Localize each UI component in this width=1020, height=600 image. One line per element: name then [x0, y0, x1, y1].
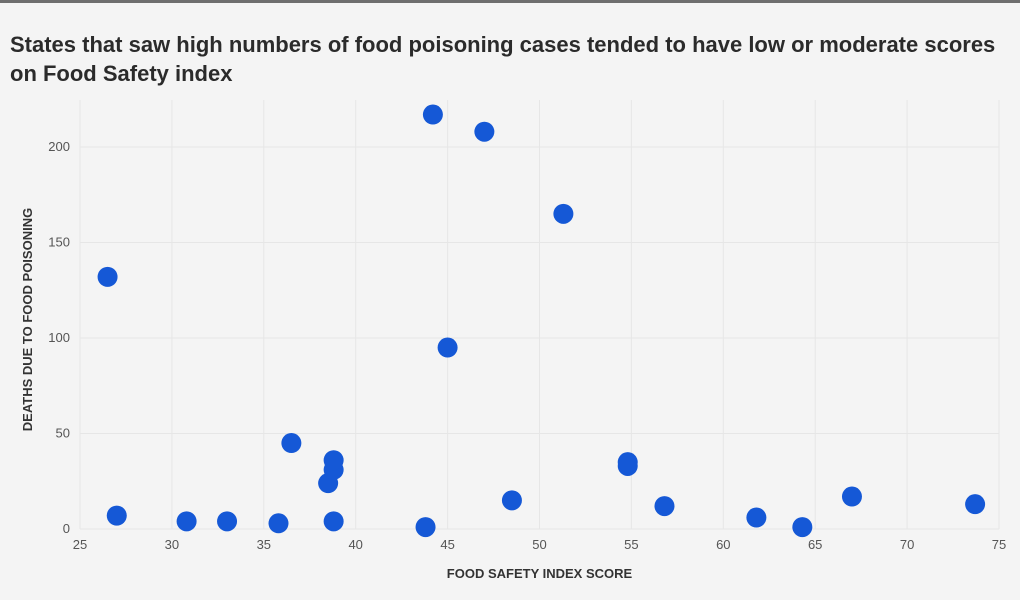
x-tick-label: 55 — [624, 537, 638, 552]
tick-labels: 25 30 35 40 45 50 55 60 65 70 75 0 50 100 150 200 — [48, 139, 1006, 552]
x-tick-label: 35 — [257, 537, 271, 552]
data-point — [553, 203, 574, 224]
x-tick-label: 50 — [532, 537, 546, 552]
y-axis-title: DEATHS DUE TO FOOD POISONING — [20, 208, 35, 431]
x-tick-label: 45 — [440, 537, 454, 552]
data-point — [841, 486, 862, 507]
data-point — [654, 496, 675, 517]
data-point — [617, 452, 638, 473]
data-point — [106, 505, 127, 526]
data-point — [268, 513, 289, 534]
y-tick-label: 150 — [48, 235, 70, 250]
data-point — [422, 104, 443, 125]
y-tick-label: 50 — [56, 426, 70, 441]
y-tick-label: 100 — [48, 330, 70, 345]
data-point — [176, 511, 197, 532]
data-point — [501, 490, 522, 511]
x-tick-label: 40 — [348, 537, 362, 552]
data-point — [415, 517, 436, 538]
data-point — [323, 511, 344, 532]
data-point — [217, 511, 238, 532]
data-point — [474, 121, 495, 142]
x-tick-label: 70 — [900, 537, 914, 552]
x-tick-label: 60 — [716, 537, 730, 552]
data-point — [97, 266, 118, 287]
data-points — [97, 104, 986, 538]
data-point — [437, 337, 458, 358]
x-tick-label: 75 — [992, 537, 1006, 552]
x-tick-label: 65 — [808, 537, 822, 552]
grid — [79, 100, 1000, 530]
data-point — [746, 507, 767, 528]
top-rule — [0, 0, 1020, 3]
x-tick-label: 30 — [165, 537, 179, 552]
data-point — [323, 450, 344, 471]
data-point — [965, 494, 986, 515]
chart-title: States that saw high numbers of food poi… — [10, 32, 996, 86]
data-point — [792, 517, 813, 538]
data-point — [281, 433, 302, 454]
x-axis-title: FOOD SAFETY INDEX SCORE — [447, 566, 633, 581]
x-tick-label: 25 — [73, 537, 87, 552]
y-tick-label: 200 — [48, 139, 70, 154]
y-tick-label: 0 — [63, 521, 70, 536]
